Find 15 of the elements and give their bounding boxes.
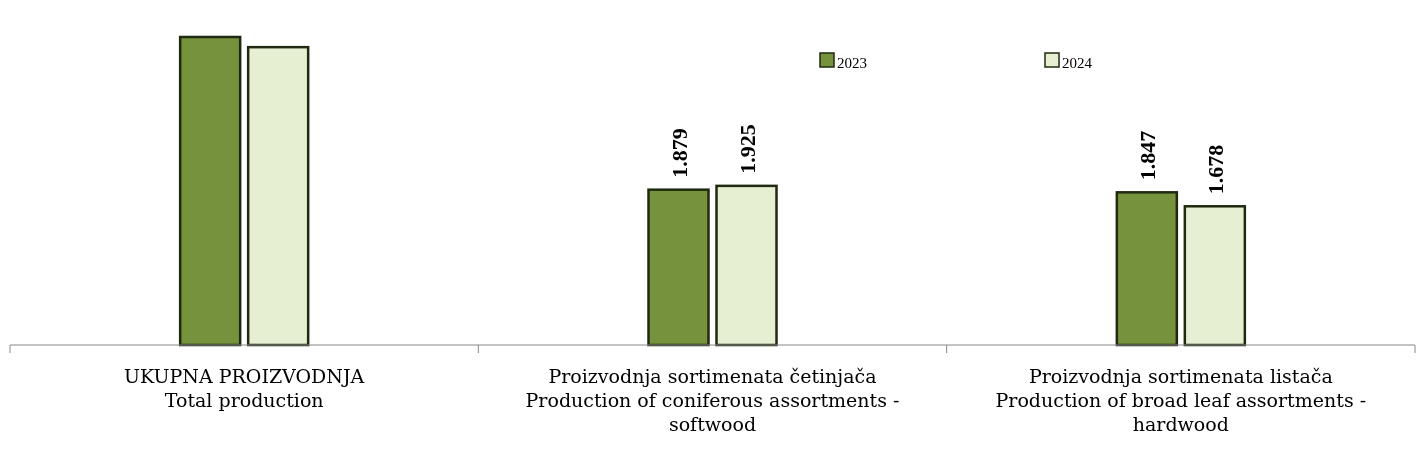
bar xyxy=(647,188,710,347)
data-label: 1.847 xyxy=(1134,130,1160,181)
data-label: 1.678 xyxy=(1202,144,1228,195)
bar xyxy=(178,35,242,347)
data-label: 1.925 xyxy=(734,124,760,174)
x-tick-label: Proizvodnja sortimenata četinjača Production of coniferous assortments - softwood xyxy=(525,365,900,435)
bar xyxy=(246,45,310,347)
bar xyxy=(1115,191,1179,347)
legend-label: 2023 xyxy=(837,55,867,71)
legend-label: 2024 xyxy=(1062,55,1093,71)
bar xyxy=(715,184,778,347)
x-tick-label: Proizvodnja sortimenata listača Production of broad leaf assortments - hardwood xyxy=(995,365,1367,435)
x-tick-label: UKUPNA PROIZVODNJA Total production xyxy=(124,365,365,411)
bar xyxy=(1183,205,1247,347)
data-label: 1.879 xyxy=(666,128,692,178)
